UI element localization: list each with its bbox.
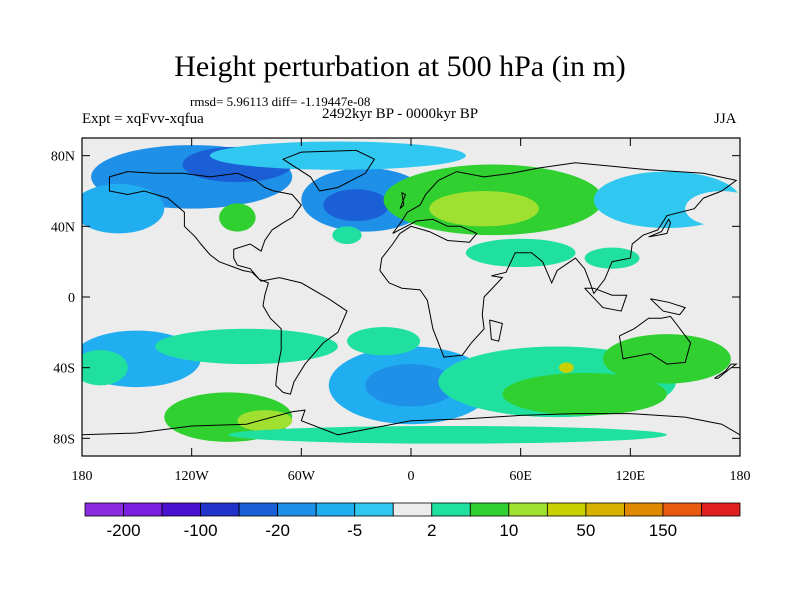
- colorbar-swatch: [238, 502, 279, 517]
- coastline: [648, 218, 672, 238]
- coastline: [650, 298, 687, 316]
- height-field: [82, 138, 740, 456]
- colorbar-label: -100: [184, 521, 218, 540]
- field-region: [323, 189, 390, 222]
- colorbar: -200 -100 -20 -5 2 10 50 150: [84, 502, 741, 540]
- colorbar-swatch: [200, 502, 240, 517]
- colorbar-swatch: [508, 502, 548, 517]
- period-label: 2492kyr BP - 0000kyr BP: [321, 106, 479, 122]
- lon-tick-label: 60W: [288, 469, 316, 484]
- coastline: [282, 149, 376, 192]
- lat-tick-label: 40N: [51, 220, 75, 235]
- coastline: [714, 363, 738, 379]
- colorbar-swatch: [431, 502, 471, 517]
- colorbar-swatch: [161, 502, 201, 517]
- colorbar-swatch: [123, 502, 163, 517]
- field-region: [365, 364, 457, 407]
- colorbar-swatch: [392, 502, 433, 517]
- field-region: [332, 226, 362, 245]
- coastline: [108, 171, 348, 395]
- coastline: [379, 162, 738, 358]
- experiment-label: Expt = xqFvv-xqfua: [82, 111, 204, 127]
- field-region: [219, 203, 256, 232]
- coastline: [584, 287, 628, 312]
- colorbar-label: -5: [347, 521, 362, 540]
- plot-title: Height perturbation at 500 hPa (in m): [174, 50, 626, 83]
- field-region: [584, 247, 640, 269]
- axis-ticks: 180 120W 60W 0 60E 120E 180 80N 40N 0 40S 80S: [51, 138, 751, 484]
- colorbar-label: 2: [427, 521, 436, 540]
- season-label: JJA: [714, 111, 737, 127]
- field-region: [228, 425, 667, 444]
- rmsd-stats-label: rmsd= 5.96113 diff= -1.19447e-08: [190, 94, 371, 109]
- field-region: [237, 410, 293, 432]
- coastline: [618, 315, 692, 365]
- colorbar-swatch: [585, 502, 625, 517]
- field-region: [82, 183, 165, 234]
- colorbar-swatch: [701, 502, 741, 517]
- field-region: [347, 327, 421, 356]
- lon-tick-label: 60E: [509, 469, 532, 484]
- colorbar-swatch: [84, 502, 124, 517]
- colorbar-label: 50: [576, 521, 595, 540]
- lat-tick-label: 80S: [53, 432, 75, 447]
- field-region: [82, 350, 128, 386]
- lat-tick-label: 80N: [51, 150, 75, 165]
- colorbar-swatch: [662, 502, 702, 517]
- coastline: [489, 319, 503, 342]
- lat-tick-label: 0: [68, 291, 75, 306]
- colorbar-label: -200: [107, 521, 141, 540]
- lat-tick-label: 40S: [53, 362, 75, 377]
- colorbar-swatch: [354, 502, 394, 517]
- colorbar-label: 10: [499, 521, 518, 540]
- colorbar-swatch: [624, 502, 664, 517]
- field-region: [502, 372, 667, 416]
- lon-tick-label: 0: [408, 469, 415, 484]
- field-region: [429, 191, 539, 227]
- field-region: [685, 191, 740, 227]
- field-region: [155, 328, 338, 365]
- colorbar-label: -20: [265, 521, 290, 540]
- lon-tick-label: 180: [730, 469, 751, 484]
- lon-tick-label: 120E: [616, 469, 646, 484]
- colorbar-swatch: [469, 502, 510, 517]
- field-region: [209, 141, 466, 170]
- colorbar-label: 150: [649, 521, 677, 540]
- field-region: [602, 334, 731, 384]
- coastline: [399, 191, 407, 210]
- lon-tick-label: 120W: [175, 469, 210, 484]
- colorbar-swatch: [546, 502, 587, 517]
- coastlines: [82, 149, 740, 436]
- colorbar-swatch: [277, 502, 317, 517]
- coastline: [82, 409, 740, 436]
- lon-tick-label: 180: [72, 469, 93, 484]
- colorbar-swatch: [315, 502, 356, 517]
- field-region: [559, 362, 574, 373]
